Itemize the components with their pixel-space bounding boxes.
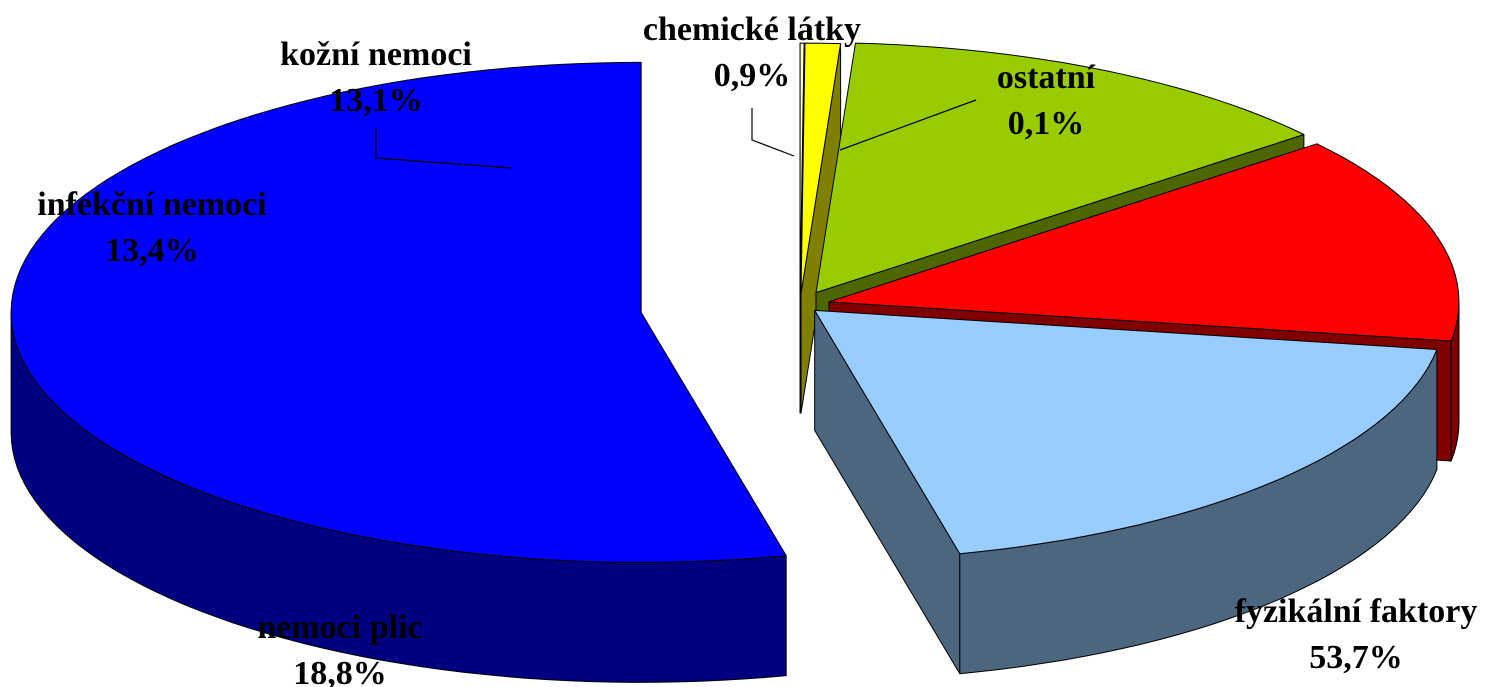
slice-top-face	[800, 42, 842, 294]
slice-value-infekcni-nemoci: 13,4%	[105, 232, 199, 269]
slice-value-nemoci-plic: 18,8%	[293, 655, 387, 687]
leader-lines	[375, 99, 977, 169]
slice-top-face	[10, 61, 787, 563]
slice-top-face	[815, 42, 1305, 294]
slice-value-kozni-nemoci: 13,1%	[329, 82, 423, 119]
slice-label-nemoci-plic: nemoci plic	[257, 609, 422, 646]
slice-label-chemicke-latky: chemické látky	[643, 11, 861, 48]
pie-slice-chemicke-latky	[800, 42, 842, 414]
leader-line-ostatni	[839, 99, 977, 151]
pie-slice-nemoci-plic	[814, 309, 1438, 675]
slice-label-ostatni: ostatní	[997, 59, 1096, 96]
slice-value-chemicke-latky: 0,9%	[714, 57, 791, 94]
slice-value-fyzikalni-faktory: 53,7%	[1309, 639, 1403, 676]
slice-label-fyzikalni-faktory: fyzikální faktory	[1235, 593, 1478, 630]
leader-line-chemicke-latky	[751, 108, 795, 157]
pie-slices	[10, 42, 1460, 683]
slice-top-face	[828, 143, 1460, 342]
slice-value-ostatni: 0,1%	[1008, 105, 1085, 142]
slice-top-face	[814, 309, 1438, 555]
slice-label-kozni-nemoci: kožní nemoci	[280, 36, 472, 73]
slice-labels: fyzikální faktory 53,7% nemoci plic 18,8% in…	[37, 11, 1477, 687]
pie-slice-fyzikalni-faktory	[10, 61, 787, 683]
slice-top-face	[799, 42, 805, 294]
leader-line-kozni-nemoci	[375, 128, 513, 169]
slice-label-infekcni-nemoci: infekční nemoci	[37, 186, 266, 223]
